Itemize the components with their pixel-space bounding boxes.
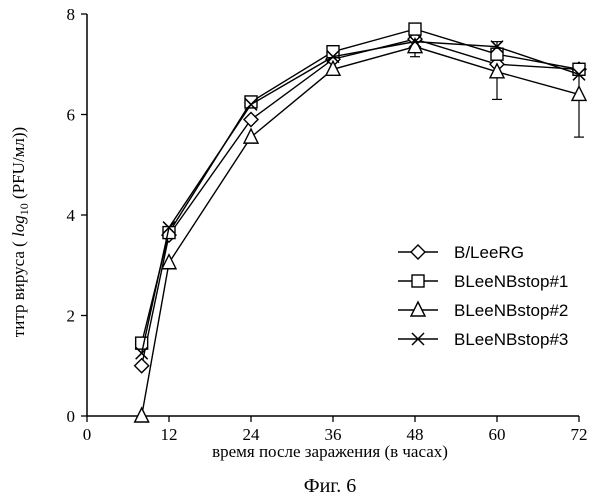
- legend-item: B/LeeRG: [398, 243, 524, 262]
- data-point-x-stroke: [244, 97, 258, 111]
- data-point-triangle: [160, 253, 178, 270]
- series-1: [133, 31, 587, 374]
- data-point-triangle: [570, 84, 588, 102]
- y-tick-label: 2: [67, 307, 76, 326]
- x-tick-label: 12: [161, 425, 178, 444]
- y-tick-label: 8: [67, 5, 76, 24]
- x-tick-label: 48: [407, 425, 424, 444]
- data-point-x-stroke: [162, 221, 176, 235]
- data-point-triangle: [488, 62, 506, 79]
- data-point-x-stroke: [408, 35, 422, 49]
- y-tick-label: 0: [67, 407, 76, 426]
- data-point-x-stroke: [326, 50, 340, 64]
- legend-item: BLeeNBstop#2: [398, 300, 568, 320]
- data-point-x-stroke: [135, 346, 149, 360]
- series-line: [140, 45, 580, 417]
- data-point-x: [490, 40, 504, 54]
- x-axis-label: время после заражения (в часах): [212, 442, 448, 461]
- series-4: [135, 35, 586, 360]
- data-point-x: [408, 35, 422, 49]
- data-point-square: [244, 95, 258, 109]
- legend-label: BLeeNBstop#1: [454, 272, 568, 291]
- legend-label: B/LeeRG: [454, 243, 524, 262]
- data-point-x: [162, 221, 176, 235]
- legend-marker-x: [411, 332, 425, 346]
- data-point-triangle: [324, 59, 342, 76]
- legend-item: BLeeNBstop#1: [398, 272, 568, 291]
- legend-label: BLeeNBstop#2: [454, 301, 568, 320]
- data-point-x: [135, 346, 149, 360]
- legend: B/LeeRG BLeeNBstop#1 BLeeNBstop#2 BLeeNBsto…: [398, 243, 568, 349]
- x-tick-label: 60: [489, 425, 506, 444]
- legend-marker-x-stroke: [411, 332, 425, 346]
- data-point-x-stroke: [572, 67, 586, 81]
- data-point-square: [134, 336, 149, 350]
- x-tick-label: 72: [571, 425, 588, 444]
- data-point-x-stroke: [490, 40, 504, 54]
- legend-marker-triangle: [409, 300, 427, 317]
- legend-item: BLeeNBstop#3: [398, 330, 568, 349]
- legend-label: BLeeNBstop#3: [454, 330, 568, 349]
- figure-caption: Фиг. 6: [304, 475, 356, 497]
- y-tick-label: 4: [67, 206, 76, 225]
- data-point-square: [408, 22, 422, 36]
- data-point-diamond: [133, 357, 150, 374]
- data-point-triangle: [133, 406, 150, 423]
- legend-marker-diamond: [410, 244, 426, 260]
- data-point-square: [490, 47, 504, 61]
- x-tick-label: 36: [325, 425, 342, 444]
- series-group: [133, 22, 588, 423]
- x-tick-label: 0: [83, 425, 92, 444]
- data-point-triangle: [242, 127, 260, 144]
- data-point-x: [326, 50, 340, 64]
- data-point-x: [244, 97, 258, 111]
- data-point-x: [572, 67, 586, 81]
- series-3: [133, 37, 588, 423]
- data-point-diamond: [243, 111, 259, 128]
- legend-marker-square: [411, 274, 425, 288]
- y-tick-label: 6: [67, 106, 76, 125]
- x-tick-label: 24: [243, 425, 261, 444]
- y-axis-label: титр вируса ( log10 (PFU/мл)): [9, 127, 31, 337]
